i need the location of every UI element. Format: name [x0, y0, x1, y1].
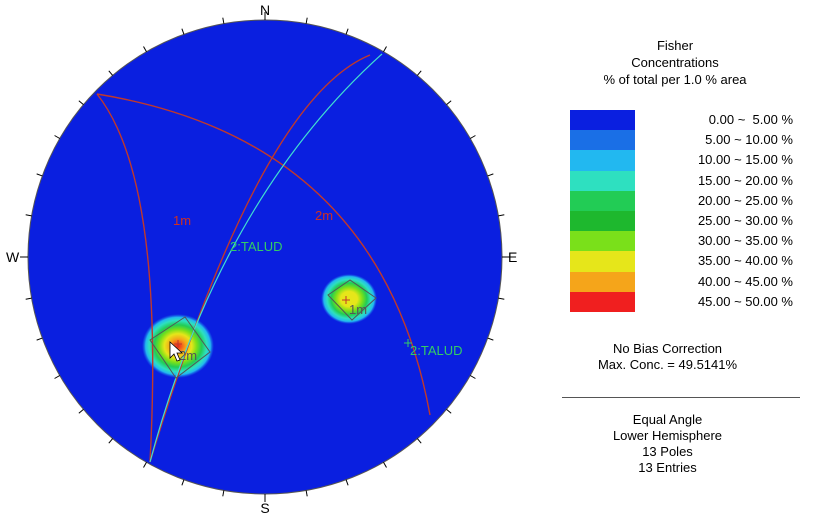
legend-panel: Fisher Concentrations % of total per 1.0… [555, 0, 815, 525]
tick-mark [305, 17, 308, 24]
concentration-info: No Bias Correction Max. Conc. = 49.5141% [555, 341, 780, 373]
bin-label-2: 10.00 ~ 15.00 % [697, 152, 793, 168]
swatch-bin-3 [570, 170, 635, 191]
tick-mark [25, 297, 32, 300]
label-plane-2m: 2m [315, 208, 333, 223]
compass-west: W [6, 249, 20, 265]
pole-marker-talud [404, 339, 412, 347]
variability-cone-set2 [149, 316, 211, 379]
bin-label-9: 45.00 ~ 50.00 % [697, 293, 793, 309]
label-plane-1m: 1m [173, 213, 191, 228]
great-circle-1m-upper [149, 54, 371, 463]
tick-mark [383, 461, 387, 468]
compass-south: S [260, 500, 269, 516]
tick-mark [446, 408, 452, 414]
tick-mark [108, 70, 114, 76]
concentration-contour-set1 [321, 274, 377, 324]
bin-label-0: 0.00 ~ 5.00 % [708, 112, 793, 127]
tick-mark [143, 46, 147, 53]
swatch-bin-0 [570, 110, 635, 131]
tick-mark [222, 17, 225, 24]
tick-mark [36, 173, 43, 177]
tick-mark [54, 135, 61, 139]
tick-mark [498, 214, 505, 217]
label-pole-set2: 2m [179, 348, 197, 363]
tick-mark [498, 297, 505, 300]
tick-mark [36, 337, 43, 341]
tick-mark [416, 438, 422, 444]
bin-label-8: 40.00 ~ 45.00 % [697, 273, 793, 289]
swatch-bin-2 [570, 150, 635, 171]
great-circle-talud [149, 53, 383, 463]
bin-label-5: 25.00 ~ 30.00 % [697, 212, 793, 228]
tick-mark [54, 375, 61, 379]
bin-label-6: 30.00 ~ 35.00 % [697, 233, 793, 249]
tick-mark [487, 337, 494, 341]
projection-hemisphere: Lower Hemisphere [612, 428, 723, 443]
projection-method: Equal Angle [632, 412, 703, 427]
swatch-bin-8 [570, 271, 635, 292]
swatch-bin-4 [570, 190, 635, 211]
tick-mark [345, 28, 349, 35]
net-background [27, 19, 503, 495]
tick-mark [143, 461, 147, 468]
tick-mark [469, 375, 476, 379]
bias-correction-text: No Bias Correction [612, 341, 723, 356]
legend-title-line-3: % of total per 1.0 % area [603, 72, 747, 87]
swatch-bin-9 [570, 291, 635, 312]
divider [562, 397, 800, 398]
tick-mark [446, 100, 452, 106]
bin-label-4: 20.00 ~ 25.00 % [697, 192, 793, 208]
label-pole-set1: 1m [349, 302, 367, 317]
legend-title-line-1: Fisher [656, 38, 694, 53]
legend-title-line-2: Concentrations [631, 55, 719, 70]
entry-count: 13 Entries [638, 460, 697, 475]
bin-label-1: 5.00 ~ 10.00 % [705, 132, 793, 148]
pole-marker-set1 [342, 296, 350, 304]
tick-mark [181, 28, 185, 35]
tick-mark [345, 479, 349, 486]
tick-mark [181, 479, 185, 486]
legend-title: Fisher Concentrations % of total per 1.0… [555, 37, 795, 88]
color-scale [570, 110, 635, 312]
pole-marker-set2 [174, 340, 182, 348]
tick-mark [469, 135, 476, 139]
tick-mark [78, 408, 84, 414]
max-concentration-text: Max. Conc. = 49.5141% [597, 357, 738, 372]
swatch-bin-7 [570, 251, 635, 272]
cursor-arrow-icon [169, 341, 184, 362]
tick-mark [78, 100, 84, 106]
stereonet-plot: N S E W 1m 2m 2:TALUD 2:TALUD 1m 2m [6, 2, 517, 516]
tick-mark [383, 46, 387, 53]
swatch-bin-1 [570, 130, 635, 151]
tick-mark [108, 438, 114, 444]
pole-count: 13 Poles [642, 444, 693, 459]
tick-mark [25, 214, 32, 217]
variability-cone-set1 [327, 279, 377, 321]
projection-info: Equal Angle Lower Hemisphere 13 Poles 13… [555, 412, 780, 476]
tick-mark [487, 173, 494, 177]
tick-marks [20, 12, 510, 502]
label-plane-talud: 2:TALUD [230, 239, 283, 254]
label-pole-talud: 2:TALUD [410, 343, 463, 358]
tick-mark [305, 490, 308, 497]
swatch-bin-6 [570, 231, 635, 252]
color-scale-labels: 0.00 ~ 5.00 % 5.00 ~ 10.00 % 10.00 ~ 15.… [655, 110, 805, 312]
tick-mark [416, 70, 422, 76]
great-circle-1m [96, 93, 154, 463]
bin-label-3: 15.00 ~ 20.00 % [697, 172, 793, 188]
compass-east: E [508, 249, 517, 265]
tick-mark [222, 490, 225, 497]
compass-north: N [260, 2, 270, 18]
swatch-bin-5 [570, 210, 635, 232]
bin-label-7: 35.00 ~ 40.00 % [697, 253, 793, 269]
